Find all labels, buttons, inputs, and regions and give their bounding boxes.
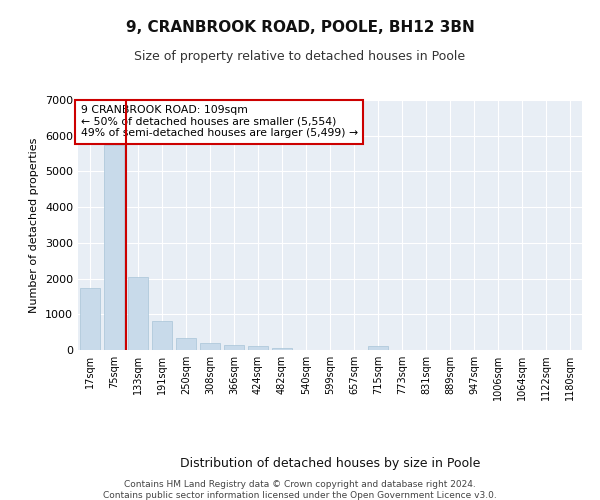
Text: 9, CRANBROOK ROAD, POOLE, BH12 3BN: 9, CRANBROOK ROAD, POOLE, BH12 3BN bbox=[125, 20, 475, 35]
Text: Distribution of detached houses by size in Poole: Distribution of detached houses by size … bbox=[180, 458, 480, 470]
Y-axis label: Number of detached properties: Number of detached properties bbox=[29, 138, 40, 312]
Bar bbox=[152, 322, 172, 350]
Bar bbox=[80, 288, 100, 350]
Bar bbox=[176, 338, 196, 350]
Bar bbox=[128, 277, 148, 350]
Bar bbox=[368, 346, 388, 350]
Text: 9 CRANBROOK ROAD: 109sqm
← 50% of detached houses are smaller (5,554)
49% of sem: 9 CRANBROOK ROAD: 109sqm ← 50% of detach… bbox=[80, 105, 358, 138]
Text: Contains HM Land Registry data © Crown copyright and database right 2024.: Contains HM Land Registry data © Crown c… bbox=[124, 480, 476, 489]
Bar bbox=[104, 144, 124, 350]
Text: Size of property relative to detached houses in Poole: Size of property relative to detached ho… bbox=[134, 50, 466, 63]
Bar bbox=[248, 346, 268, 350]
Bar bbox=[200, 343, 220, 350]
Text: Contains public sector information licensed under the Open Government Licence v3: Contains public sector information licen… bbox=[103, 491, 497, 500]
Bar bbox=[224, 346, 244, 350]
Bar bbox=[272, 348, 292, 350]
